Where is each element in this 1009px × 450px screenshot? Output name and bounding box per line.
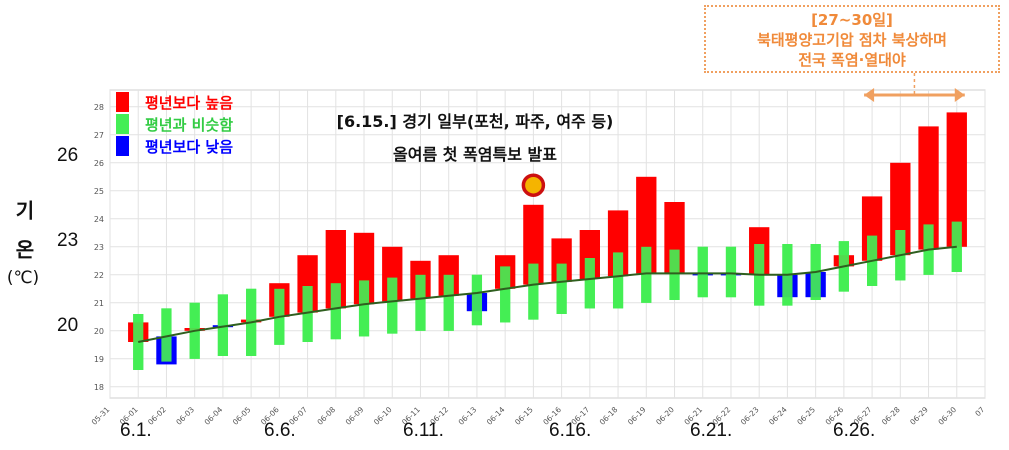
x-major-tick: 6.21.: [690, 420, 733, 441]
x-major-tick: 6.1.: [120, 420, 152, 441]
legend-item-similar: 평년과 비슷함: [116, 113, 233, 135]
similar-range-overlay: [217, 294, 228, 356]
legend-item-low: 평년보다 낮음: [116, 135, 233, 157]
x-tick-label: 06-08: [315, 405, 337, 427]
legend-item-high: 평년보다 높음: [116, 91, 233, 113]
legend-label-high: 평년보다 높음: [145, 93, 234, 112]
x-major-tick: 6.6.: [264, 420, 296, 441]
y-tick-label: 26: [94, 159, 104, 168]
legend-label-similar: 평년과 비슷함: [145, 115, 234, 134]
similar-range-overlay: [358, 280, 370, 337]
normal-temperature-line: [138, 245, 957, 343]
x-tick-label: 06-05: [231, 405, 253, 427]
x-tick-label: 06-03: [174, 405, 196, 427]
similar-range-overlay: [584, 258, 595, 309]
y-major-tick: 26: [57, 145, 79, 166]
x-tick-label: 06-09: [344, 405, 366, 427]
observed-bar: [946, 112, 967, 247]
x-tick-label: 06-30: [936, 405, 958, 427]
similar-range-overlay: [697, 246, 708, 298]
similar-range-overlay: [725, 246, 737, 298]
x-tick-label: 06-15: [513, 405, 535, 427]
similar-range-overlay: [612, 252, 624, 309]
similar-range-overlay: [415, 274, 426, 331]
heat-period-dates: [27~30일]: [811, 11, 893, 29]
legend-swatch-similar: [116, 114, 129, 134]
legend-swatch-low: [116, 136, 129, 156]
x-tick-label: 06-18: [598, 405, 620, 427]
event-annotation-title: [6.15.] 경기 일부(포천, 파주, 여주 등): [336, 112, 614, 131]
event-marker-circle: [521, 173, 546, 197]
x-major-tick: 6.16.: [549, 420, 592, 441]
heat-period-arrow: [864, 73, 965, 102]
y-tick-label: 18: [94, 383, 104, 392]
similar-range-overlay: [500, 266, 511, 323]
legend-label-low: 평년보다 낮음: [145, 137, 234, 156]
legend: 평년보다 높음 평년과 비슷함 평년보다 낮음: [116, 91, 233, 157]
heat-period-annotation: [27~30일] 북태평양고기압 점차 북상하며 전국 폭염·열대야: [704, 5, 1000, 73]
y-axis-unit: (℃): [6, 267, 40, 288]
grid-lines: [109, 89, 986, 399]
y-tick-label: 27: [94, 131, 104, 140]
x-tick-label: 06-04: [203, 405, 225, 427]
x-tick-label: 06-23: [739, 405, 761, 427]
similar-range-overlay: [302, 286, 313, 342]
similar-range-overlay: [641, 246, 652, 303]
y-major-tick: 20: [57, 315, 79, 336]
y-axis-title: 기 온: [11, 200, 36, 265]
x-tick-label: 06-20: [654, 405, 676, 427]
similar-range-overlay: [471, 274, 483, 326]
y-tick-label: 22: [94, 271, 104, 280]
heat-period-effect: 전국 폭염·열대야: [798, 51, 906, 69]
x-major-tick: 6.26.: [833, 420, 876, 441]
similar-range-overlay: [556, 263, 567, 314]
similar-range-overlay: [528, 263, 539, 320]
x-tick-label: 05-31: [90, 405, 112, 427]
y-major-tick: 23: [57, 230, 79, 251]
x-tick-label: 06-14: [485, 405, 507, 427]
plot-area: [109, 89, 986, 399]
similar-range-overlay: [443, 274, 454, 331]
similar-range-overlay: [161, 308, 172, 362]
y-tick-label: 24: [94, 215, 104, 224]
heat-period-cause: 북태평양고기압 점차 북상하며: [757, 31, 947, 49]
y-tick-label: 23: [94, 243, 104, 252]
y-tick-label: 19: [94, 355, 104, 364]
x-tick-label: 06-25: [795, 405, 817, 427]
similar-range-overlay: [669, 249, 680, 300]
y-tick-label: 28: [94, 103, 104, 112]
y-axis-label: 기 온 (℃): [6, 200, 40, 292]
y-tick-label: 21: [94, 299, 104, 308]
y-tick-label: 20: [94, 327, 104, 336]
x-tick-label: 06-10: [372, 405, 394, 427]
heatwave-event-marker: [521, 173, 546, 197]
observed-deviation-bars: [128, 112, 967, 370]
observed-bar: [918, 126, 939, 250]
heat-arrow-right-head: [954, 88, 965, 102]
x-tick-label: 06-29: [908, 405, 930, 427]
similar-range-overlay: [387, 277, 398, 334]
y-tick-label: 25: [94, 187, 104, 196]
x-tick-label: 06-19: [626, 405, 648, 427]
x-tick-label: 06-13: [457, 405, 479, 427]
x-tick-label: 06-28: [880, 405, 902, 427]
x-tick-label: 07: [973, 405, 986, 418]
legend-swatch-high: [116, 92, 129, 112]
heat-arrow-left-head: [864, 88, 875, 102]
event-annotation-subtitle: 올여름 첫 폭염특보 발표: [393, 145, 557, 164]
x-tick-label: 06-24: [767, 405, 789, 427]
x-major-tick: 6.11.: [403, 420, 444, 441]
similar-range-overlay: [330, 283, 341, 340]
